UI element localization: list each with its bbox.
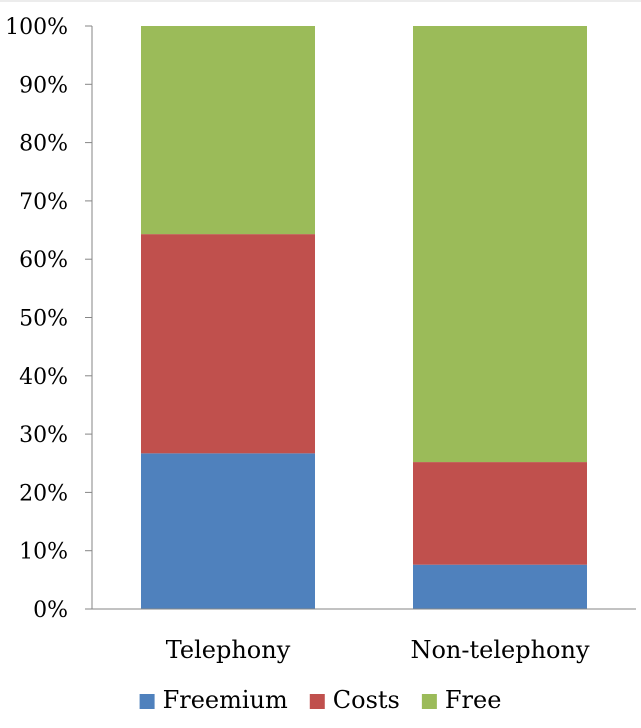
y-tick-label: 40% (19, 365, 68, 390)
y-tick-label: 30% (19, 423, 68, 448)
y-tick-label: 90% (19, 73, 68, 98)
bar-costs-non-telephony (413, 462, 587, 565)
axis-layer: Telephony Non-telephony 0% 10% 20% 30% 40% 50% 6… (5, 15, 636, 664)
legend-label-free: Free (445, 686, 502, 714)
legend: Freemium Costs Free (139, 686, 502, 714)
legend-swatch-free (421, 694, 437, 709)
bar-free-telephony (141, 26, 315, 235)
legend-swatch-freemium (139, 694, 155, 709)
y-tick-label: 100% (5, 15, 68, 40)
y-tick-label: 0% (33, 598, 68, 623)
x-tick-label: Telephony (166, 636, 291, 664)
y-tick-label: 10% (19, 540, 68, 565)
y-tick-label: 50% (19, 307, 68, 332)
x-tick-label: Non-telephony (410, 636, 589, 664)
bars-layer (141, 26, 587, 609)
y-tick-label: 20% (19, 481, 68, 506)
legend-swatch-costs (309, 694, 325, 709)
legend-label-freemium: Freemium (163, 686, 288, 714)
y-tick-label: 80% (19, 132, 68, 157)
legend-label-costs: Costs (333, 686, 400, 714)
bar-freemium-telephony (141, 453, 315, 609)
bar-costs-telephony (141, 234, 315, 454)
bar-freemium-non-telephony (413, 564, 587, 609)
bar-free-non-telephony (413, 26, 587, 463)
y-tick-label: 70% (19, 190, 68, 215)
y-tick-label: 60% (19, 248, 68, 273)
